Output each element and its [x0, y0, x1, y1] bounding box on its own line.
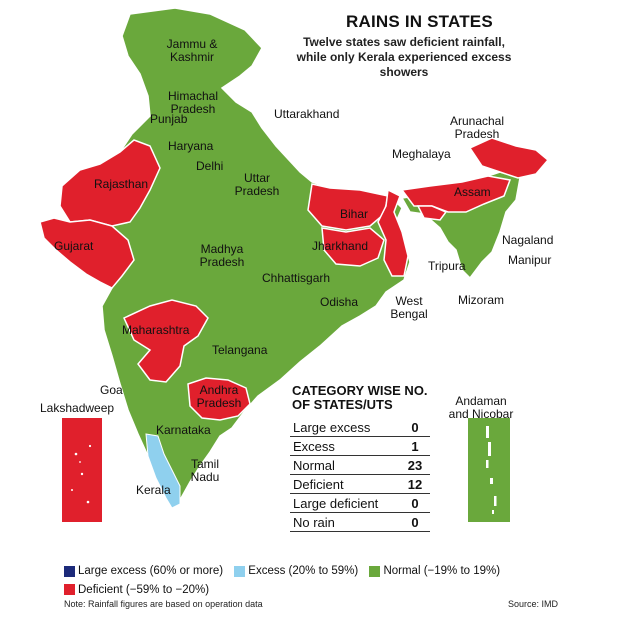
jharkhand-region: [321, 227, 385, 267]
label-meghalaya: Meghalaya: [392, 147, 451, 161]
lakshadweep-islands: [71, 444, 92, 504]
label-uttarakhand: Uttarakhand: [274, 107, 340, 121]
label-jharkhand: Jharkhand: [312, 239, 369, 253]
table-row: Deficient 12: [290, 474, 430, 494]
label-ap: Andhra Pradesh: [196, 383, 242, 410]
andhra-region: [187, 377, 251, 421]
row-label: Excess: [290, 436, 400, 456]
meghalaya-region: [416, 205, 448, 221]
table-title: CATEGORY WISE NO. OF STATES/UTS: [292, 383, 428, 412]
label-maharashtra: Maharashtra: [122, 323, 190, 337]
label-manipur: Manipur: [508, 253, 552, 267]
footer-source: Source: IMD: [508, 599, 559, 609]
label-tn: Tamil Nadu: [190, 457, 220, 484]
legend-label: Normal (−19% to 19%): [383, 565, 501, 577]
legend-item: Normal (−19% to 19%): [369, 563, 500, 579]
category-table: Large excess 0 Excess 1 Normal 23 Deficient…: [290, 418, 430, 532]
bihar-region: [307, 183, 389, 231]
row-value: 0: [400, 493, 430, 513]
footer-note: Note: Rainfall figures are based on oper…: [64, 599, 263, 609]
row-value: 0: [400, 512, 430, 532]
label-kerala: Kerala: [136, 483, 171, 497]
label-mp: Madhya Pradesh: [199, 242, 245, 269]
label-haryana: Haryana: [168, 139, 214, 153]
row-label: Large deficient: [290, 493, 400, 513]
west-bengal-region: [377, 188, 409, 277]
legend-item: Large excess (60% or more): [64, 563, 223, 579]
table-row: Large deficient 0: [290, 493, 430, 513]
label-bihar: Bihar: [340, 207, 369, 221]
map-title: RAINS IN STATES: [346, 12, 493, 31]
label-odisha: Odisha: [320, 295, 359, 309]
row-value: 1: [400, 436, 430, 456]
row-value: 0: [400, 418, 430, 437]
label-nagaland: Nagaland: [502, 233, 554, 247]
legend-label: Excess (20% to 59%): [248, 565, 359, 577]
label-arunachal: Arunachal Pradesh: [449, 114, 505, 141]
legend-swatch: [234, 565, 246, 577]
lakshadweep-box: [62, 418, 102, 522]
label-telangana: Telangana: [212, 343, 268, 357]
table-row: Excess 1: [290, 436, 430, 456]
label-punjab: Punjab: [150, 112, 188, 126]
label-rajasthan: Rajasthan: [94, 177, 149, 191]
row-value: 12: [400, 474, 430, 494]
table-row: Large excess 0: [290, 418, 430, 437]
legend-label: Large excess (60% or more): [78, 565, 224, 577]
label-wb: West Bengal: [390, 294, 428, 321]
row-label: No rain: [290, 512, 400, 532]
label-gujarat: Gujarat: [54, 239, 94, 253]
label-tripura: Tripura: [428, 259, 466, 273]
legend-swatch: [64, 584, 75, 595]
legend-swatch: [369, 565, 381, 577]
label-goa: Goa: [100, 383, 123, 397]
arunachal-region: [468, 137, 550, 179]
label-karnataka: Karnataka: [156, 423, 211, 437]
row-label: Deficient: [290, 474, 400, 494]
legend-item: Deficient (−59% to −20%): [64, 582, 209, 598]
andaman-islands: [486, 426, 497, 514]
table-row: No rain 0: [290, 512, 430, 532]
label-jk: Jammu & Kashmir: [166, 37, 218, 64]
map-subtitle: Twelve states saw deficient rainfall, wh…: [296, 35, 512, 79]
gujarat-region: [39, 217, 135, 289]
maharashtra-region: [123, 299, 209, 383]
label-lakshadweep: Lakshadweep: [40, 401, 115, 415]
label-andaman: Andaman and Nicobar: [448, 394, 514, 421]
legend: Large excess (60% or more) Excess (20% t…: [64, 563, 584, 600]
row-value: 23: [400, 455, 430, 475]
label-assam: Assam: [454, 185, 491, 199]
label-mizoram: Mizoram: [458, 293, 505, 307]
label-up: Uttar Pradesh: [234, 171, 280, 198]
row-label: Large excess: [290, 418, 400, 437]
row-label: Normal: [290, 455, 400, 475]
label-chhattisgarh: Chhattisgarh: [262, 271, 331, 285]
kerala-region: [145, 433, 181, 509]
legend-label: Deficient (−59% to −20%): [78, 583, 210, 596]
table-row: Normal 23: [290, 455, 430, 475]
legend-item: Excess (20% to 59%): [234, 563, 358, 579]
label-himachal: Himachal Pradesh: [167, 89, 218, 116]
legend-swatch: [64, 565, 75, 577]
label-delhi: Delhi: [196, 159, 224, 173]
